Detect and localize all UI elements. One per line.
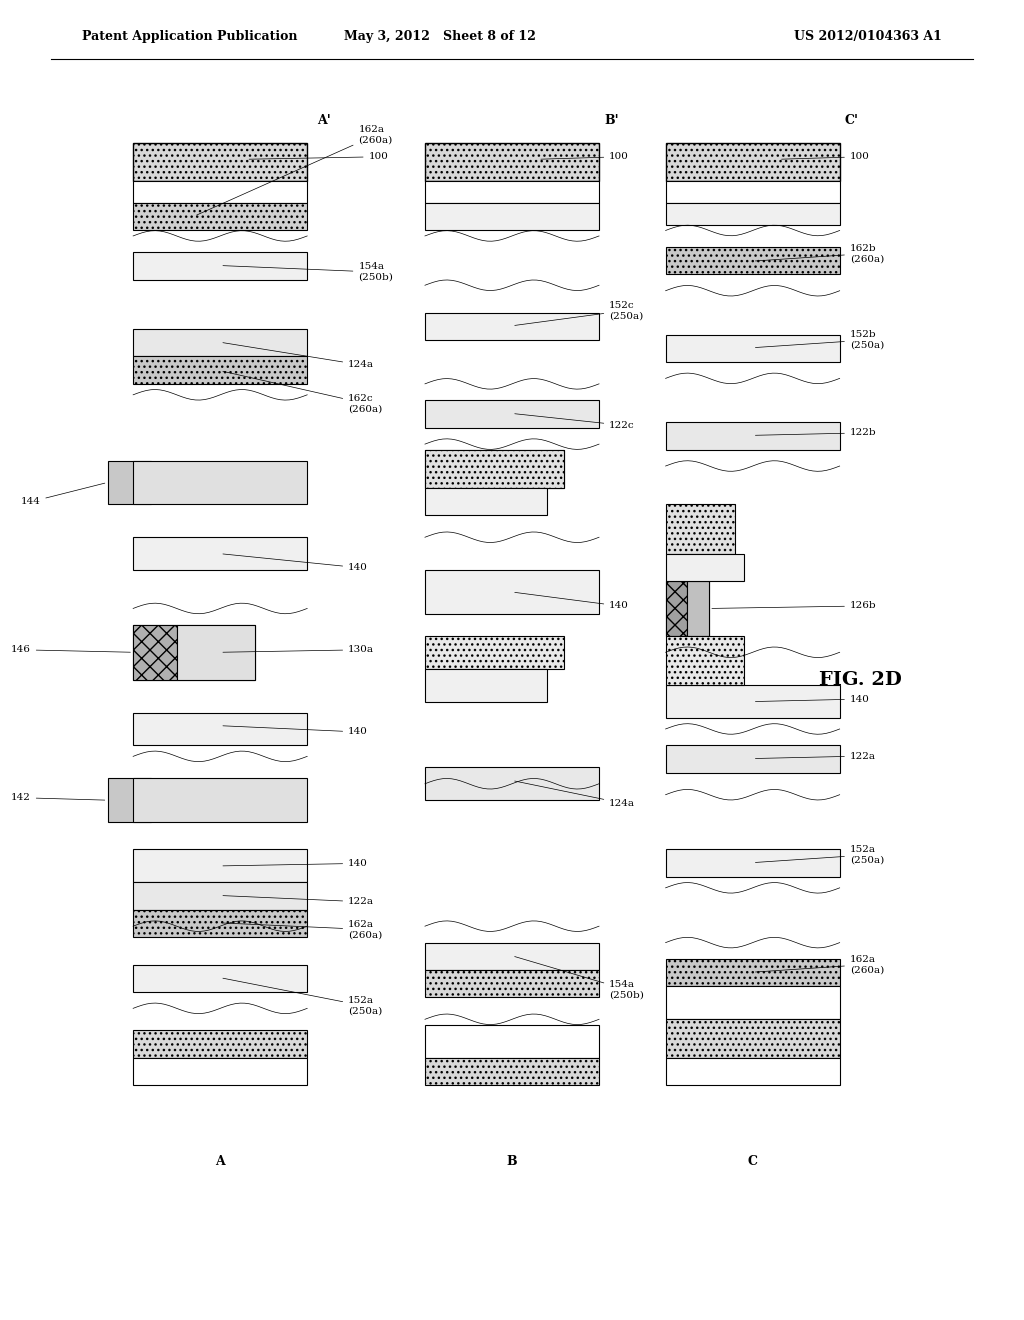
Bar [133, 356, 307, 384]
Text: 142: 142 [11, 793, 104, 803]
Bar [133, 624, 255, 680]
Bar [108, 779, 152, 822]
Bar [425, 450, 564, 488]
Bar [133, 624, 177, 680]
Bar [666, 746, 840, 772]
Bar [133, 329, 307, 356]
Text: 140: 140 [223, 554, 368, 572]
Bar [108, 461, 152, 504]
Bar [666, 986, 840, 1019]
Bar [425, 313, 599, 341]
Bar [666, 581, 687, 636]
Bar [133, 965, 307, 991]
Bar [687, 581, 709, 636]
Bar [425, 1024, 599, 1057]
Text: 152b
(250a): 152b (250a) [756, 330, 884, 350]
Text: 100: 100 [249, 152, 388, 161]
Bar [666, 960, 840, 986]
Text: B: B [507, 1155, 517, 1168]
Bar [133, 1057, 307, 1085]
Text: 144: 144 [20, 483, 104, 507]
Text: 152c
(250a): 152c (250a) [515, 301, 643, 326]
Text: 140: 140 [515, 593, 629, 610]
Bar [666, 685, 840, 718]
Bar [666, 1019, 840, 1057]
Bar [133, 1030, 307, 1057]
Bar [133, 713, 307, 746]
Text: 122a: 122a [756, 751, 876, 760]
Bar [177, 624, 255, 680]
Bar [425, 1057, 599, 1085]
Bar [133, 252, 307, 280]
Bar [666, 504, 735, 553]
Bar [666, 553, 743, 581]
Text: 140: 140 [223, 726, 368, 737]
Bar [666, 181, 840, 203]
Bar [666, 143, 840, 181]
Bar [133, 882, 307, 909]
Bar [666, 203, 840, 224]
Bar [666, 247, 840, 275]
Text: May 3, 2012   Sheet 8 of 12: May 3, 2012 Sheet 8 of 12 [344, 30, 537, 44]
Text: C': C' [845, 115, 859, 128]
Text: A: A [215, 1155, 225, 1168]
Text: 162a
(260a): 162a (260a) [756, 954, 884, 974]
Text: 154a
(250b): 154a (250b) [515, 957, 644, 999]
Bar [425, 203, 599, 231]
Bar [666, 850, 840, 876]
Bar [666, 636, 743, 685]
Bar [133, 461, 307, 504]
Text: 162a
(260a): 162a (260a) [223, 920, 382, 939]
Bar [425, 400, 599, 428]
Bar [425, 636, 564, 669]
Text: 152a
(250a): 152a (250a) [756, 845, 884, 865]
Text: 146: 146 [11, 645, 130, 655]
Bar [133, 850, 307, 882]
Bar [133, 909, 307, 937]
Text: 124a: 124a [515, 781, 635, 808]
Bar [425, 181, 599, 203]
Bar [425, 570, 599, 614]
Bar [425, 942, 599, 970]
Bar [666, 422, 840, 450]
Text: Patent Application Publication: Patent Application Publication [82, 30, 297, 44]
Bar [133, 779, 307, 822]
Text: 162b
(260a): 162b (260a) [756, 244, 884, 263]
Bar [425, 488, 547, 515]
Bar [133, 143, 307, 181]
Text: C: C [748, 1155, 758, 1168]
Text: 100: 100 [541, 152, 629, 161]
Text: 122c: 122c [515, 413, 635, 430]
Bar [666, 1057, 840, 1085]
Bar [425, 450, 564, 488]
Text: B': B' [604, 115, 618, 128]
Text: 130a: 130a [223, 645, 374, 655]
Text: 154a
(250b): 154a (250b) [223, 263, 393, 281]
Text: 126b: 126b [712, 602, 877, 610]
Text: US 2012/0104363 A1: US 2012/0104363 A1 [795, 30, 942, 44]
Text: 122a: 122a [223, 896, 374, 907]
Text: 140: 140 [223, 859, 368, 869]
Bar [425, 970, 599, 998]
Bar [425, 767, 599, 800]
Text: 152a
(250a): 152a (250a) [223, 978, 382, 1016]
Bar [425, 143, 599, 181]
Bar [133, 203, 307, 231]
Text: 162a
(260a): 162a (260a) [197, 125, 392, 215]
Text: FIG. 2D: FIG. 2D [819, 671, 902, 689]
Text: 140: 140 [756, 694, 869, 704]
Bar [666, 581, 709, 636]
Text: 122b: 122b [756, 429, 877, 437]
Text: A': A' [317, 115, 331, 128]
Text: 124a: 124a [223, 343, 374, 370]
Text: 162c
(260a): 162c (260a) [223, 371, 382, 413]
Bar [133, 181, 307, 203]
Bar [666, 334, 840, 362]
Bar [133, 537, 307, 570]
Text: 100: 100 [781, 152, 869, 161]
Bar [425, 669, 547, 702]
